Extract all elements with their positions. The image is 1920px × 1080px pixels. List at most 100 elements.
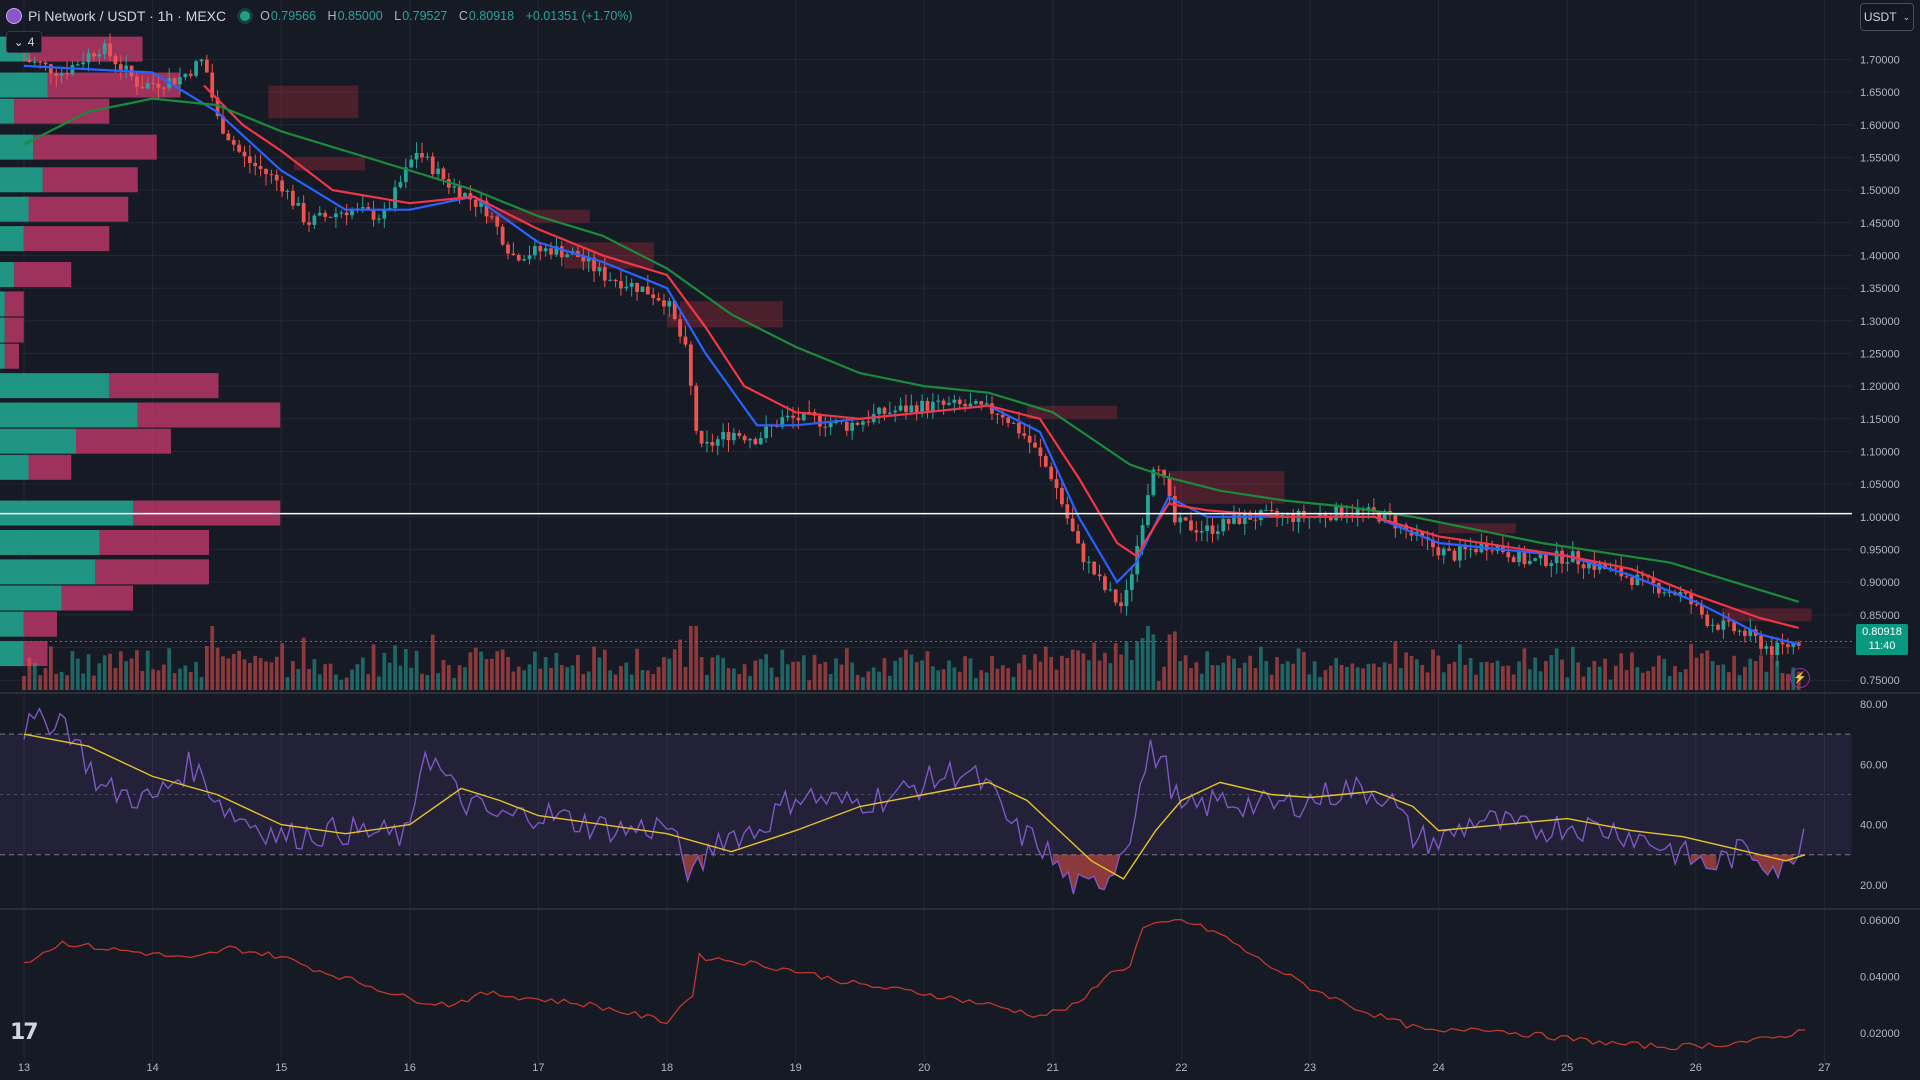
indicators-toggle-button[interactable]: ⌄ 4	[6, 31, 42, 53]
volume-bar	[274, 656, 279, 690]
volume-bar	[1436, 655, 1441, 690]
volume-bar	[748, 675, 752, 690]
candle-body	[1006, 417, 1011, 423]
currency-button[interactable]: USDT ⌄	[1860, 3, 1914, 31]
tradingview-logo-icon[interactable]: 17	[10, 1020, 39, 1045]
candle-body	[785, 415, 790, 418]
candle-body	[371, 209, 376, 220]
volume-bar	[506, 656, 510, 690]
volume-bar	[1759, 655, 1763, 690]
volume-bar	[1613, 665, 1618, 690]
candle-body	[1705, 614, 1710, 626]
volume-bar	[522, 670, 527, 690]
candle-body	[291, 190, 295, 206]
volume-bar	[715, 655, 720, 690]
volume-bar	[1522, 648, 1527, 690]
ohlc-values: O0.79566 H0.85000 L0.79527 C0.80918 +0.0…	[260, 9, 633, 23]
candle-body	[382, 209, 387, 219]
candle-body	[253, 162, 258, 167]
volume-bar	[775, 677, 779, 690]
volume-bar	[1495, 660, 1500, 690]
candle-body	[850, 422, 855, 431]
candle-body	[904, 405, 908, 413]
candle-body	[258, 166, 263, 169]
candle-body	[489, 216, 494, 218]
symbol-info[interactable]: Pi Network / USDT · 1h · MEXC	[6, 8, 226, 24]
candle-body	[914, 405, 919, 414]
volume-bar	[1183, 655, 1188, 690]
volume-bar	[1318, 676, 1322, 690]
volume-bar	[167, 648, 172, 690]
volume-bar	[1484, 661, 1489, 690]
volume-profile-up-bar	[0, 196, 29, 222]
candle-body	[92, 53, 96, 57]
volume-bar	[1468, 658, 1473, 690]
candle-body	[1533, 558, 1538, 561]
symbol-title: Pi Network / USDT · 1h · MEXC	[28, 8, 227, 24]
volume-bar	[1592, 660, 1597, 690]
volume-bar	[22, 675, 26, 690]
volume-bar	[188, 672, 193, 690]
volume-bar	[1474, 674, 1478, 690]
volume-bar	[984, 672, 989, 690]
currency-label: USDT	[1863, 10, 1897, 24]
volume-bar	[500, 649, 505, 690]
candle-body	[430, 156, 435, 175]
candle-body	[979, 401, 984, 405]
volume-bar	[651, 674, 656, 690]
volume-bar	[1780, 672, 1785, 690]
volume-bar	[210, 626, 215, 690]
volume-bar	[1264, 661, 1269, 690]
candle-body	[1522, 550, 1527, 565]
volume-bar	[1135, 641, 1140, 690]
volume-bar	[97, 663, 102, 690]
candle-body	[1108, 589, 1113, 591]
volume-bar	[844, 648, 849, 690]
volume-bar	[1307, 674, 1312, 690]
volume-bar	[1576, 662, 1581, 690]
volume-profile-down-bar	[76, 428, 171, 454]
candle-body	[301, 202, 306, 223]
lightning-icon[interactable]: ⚡	[1790, 668, 1810, 688]
market-status-icon[interactable]	[240, 11, 251, 21]
volume-profile-down-bar	[28, 36, 143, 62]
volume-bar	[527, 664, 532, 690]
volume-bar	[1275, 657, 1279, 690]
candle-body	[694, 385, 699, 431]
time-axis-label: 24	[1432, 1062, 1444, 1074]
candle-body	[473, 199, 478, 207]
volume-bar	[1710, 661, 1715, 690]
candle-body	[1484, 543, 1489, 551]
candle-body	[22, 59, 26, 61]
volume-bar	[1199, 673, 1204, 690]
volume-bar	[1414, 659, 1419, 690]
volume-bar	[199, 677, 204, 690]
candle-body	[1070, 518, 1075, 532]
candle-body	[1366, 507, 1371, 511]
volume-profile-down-bar	[42, 167, 138, 193]
volume-bar	[1092, 642, 1097, 690]
volume-bar	[1431, 649, 1435, 690]
candle-body	[215, 97, 220, 117]
volume-bar	[339, 679, 344, 690]
candle-body	[1457, 546, 1462, 561]
volume-bar	[178, 668, 182, 690]
candle-body	[1339, 505, 1344, 517]
candle-body	[113, 56, 118, 65]
candle-body	[506, 244, 510, 254]
candle-body	[1786, 644, 1790, 647]
volume-bar	[1361, 668, 1365, 690]
price-axis-label: 1.60000	[1860, 120, 1900, 132]
volume-bar	[1167, 634, 1172, 690]
volume-bar	[543, 656, 548, 690]
volume-bar	[140, 671, 145, 690]
candle-body	[1226, 518, 1231, 524]
candle-body	[807, 411, 812, 413]
candle-body	[296, 202, 301, 206]
candle-body	[559, 246, 564, 258]
candle-body	[1156, 469, 1161, 471]
volume-profile-down-bar	[23, 611, 57, 637]
volume-bar	[183, 665, 188, 690]
price-axis-label: 1.15000	[1860, 414, 1900, 426]
